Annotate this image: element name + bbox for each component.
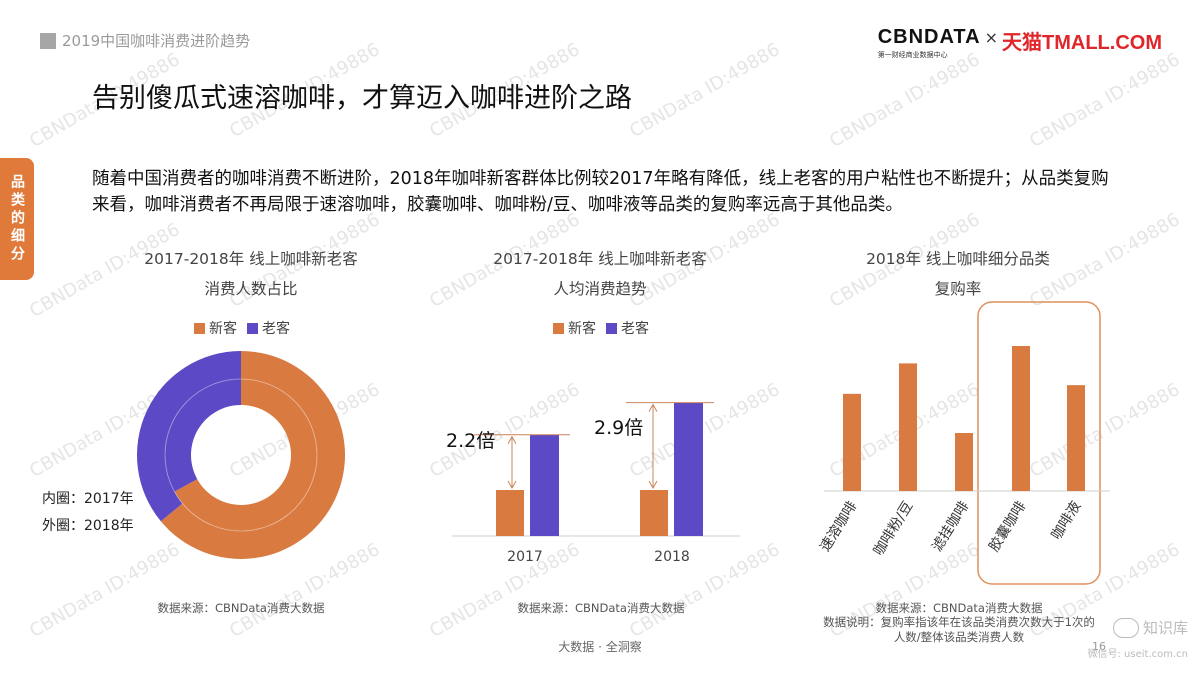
page-number: 16: [1092, 640, 1106, 653]
watermark-text: CBNData ID:49886: [626, 39, 784, 142]
inner-ring-label: 内圈：2017年: [42, 491, 134, 507]
chart1-title-line2: 消费人数占比: [204, 280, 298, 298]
spend-bar-chart: 2017 2.2倍 2018 2.9倍: [446, 402, 740, 565]
intro-paragraph: 随着中国消费者的咖啡消费不断进阶，2018年咖啡新客群体比例较2017年略有降低…: [92, 169, 1109, 215]
legend2-new-swatch: [553, 322, 564, 334]
highlight-box: [977, 301, 1101, 585]
x-tick-2018: 2018: [654, 549, 690, 565]
x-tick-滤挂咖啡: 滤挂咖啡: [929, 499, 972, 555]
chart3-note-line1: 数据说明：复购率指该年在该品类消费次数大于1次的: [823, 615, 1095, 629]
chart3-title: 2018年 线上咖啡细分品类 复购率: [818, 244, 1098, 304]
outer-ring-label: 外圈：2018年: [42, 518, 134, 534]
legend-old-label: 老客: [262, 321, 290, 337]
tmall-logo: 天猫TMALL.COM: [1002, 32, 1162, 54]
chart2-legend: 新客 老客: [553, 318, 659, 338]
annotation-arrow-down: [507, 480, 517, 490]
bar-滤挂咖啡: [955, 433, 973, 491]
bar-new-2018: [640, 490, 668, 536]
inner-ring-new-slice: [174, 379, 317, 531]
legend-item-new: 新客: [194, 318, 237, 338]
legend2-old-label: 老客: [621, 321, 649, 337]
report-header: 2019中国咖啡消费进阶趋势: [40, 30, 250, 51]
watermark-text: CBNData ID:49886: [826, 49, 984, 152]
side-tab[interactable]: 品类的细分: [0, 158, 34, 280]
legend-item-old: 老客: [247, 318, 290, 338]
legend2-new-label: 新客: [568, 321, 596, 337]
wechat-icon: [1112, 617, 1139, 638]
legend-new-swatch: [194, 322, 205, 334]
ring-divider: [164, 378, 318, 532]
legend-new-label: 新客: [209, 321, 237, 337]
chart3-title-line2: 复购率: [934, 280, 982, 298]
bar-咖啡粉/豆: [899, 363, 917, 491]
chart3-note-line2: 人数/整体该品类消费人数: [893, 630, 1025, 644]
annotation-arrow-up: [507, 435, 517, 445]
chart1-title: 2017-2018年 线上咖啡新老客 消费人数占比: [110, 244, 392, 304]
legend2-item-new: 新客: [553, 318, 596, 338]
legend-old-swatch: [247, 322, 258, 334]
chart1-source: 数据来源：CBNData消费大数据: [157, 601, 325, 615]
repurchase-bar-chart: 速溶咖啡 咖啡粉/豆 滤挂咖啡 胶囊咖啡 咖啡液: [817, 301, 1110, 585]
chart2-title: 2017-2018年 线上咖啡新老客 人均消费趋势: [460, 244, 740, 304]
cbndata-logo: CBNDATA 第一财经商业数据中心: [878, 26, 981, 60]
annotation-label: 2.9倍: [594, 417, 643, 439]
chart1-title-line1: 2017-2018年 线上咖啡新老客: [144, 250, 358, 268]
header-square-icon: [40, 32, 56, 49]
wechat-badge: 知识库: [1112, 617, 1188, 638]
bar-咖啡液: [1067, 385, 1085, 491]
chart2-source: 数据来源：CBNData消费大数据: [517, 601, 685, 615]
watermark-text: CBNData ID:49886: [1026, 49, 1184, 152]
page-title: 告别傻瓜式速溶咖啡，才算迈入咖啡进阶之路: [92, 83, 632, 114]
times-sign: ×: [984, 28, 999, 47]
inner-ring-old-slice: [165, 379, 241, 492]
chart1-legend: 新客 老客: [194, 318, 300, 338]
wechat-name: 知识库: [1142, 619, 1188, 637]
legend2-item-old: 老客: [606, 318, 649, 338]
brand-logos: CBNDATA 第一财经商业数据中心 × 天猫TMALL.COM: [878, 26, 1162, 60]
cbndata-name: CBNDATA: [877, 26, 981, 48]
x-tick-胶囊咖啡: 胶囊咖啡: [985, 498, 1029, 554]
chart3-note: 数据说明：复购率指该年在该品类消费次数大于1次的 人数/整体该品类消费人数: [800, 615, 1118, 645]
bar-速溶咖啡: [843, 393, 861, 491]
x-tick-咖啡粉/豆: 咖啡粉/豆: [871, 499, 917, 559]
report-title: 2019中国咖啡消费进阶趋势: [62, 32, 251, 50]
chart2-title-line2: 人均消费趋势: [553, 280, 647, 298]
bar-new-2017: [496, 490, 524, 536]
donut-chart: [136, 351, 345, 559]
legend2-old-swatch: [606, 322, 617, 334]
annotation-arrow-up: [648, 403, 658, 412]
chart3-source: 数据来源：CBNData消费大数据: [875, 601, 1043, 615]
annotation-arrow-down: [648, 480, 658, 490]
bar-old-2017: [530, 434, 559, 536]
x-tick-2017: 2017: [507, 549, 543, 565]
chart3-title-line1: 2018年 线上咖啡细分品类: [866, 250, 1050, 268]
side-tab-label: 品类的细分: [9, 174, 25, 264]
annotation-label: 2.2倍: [446, 430, 495, 452]
outer-ring-new-slice: [160, 351, 345, 559]
bar-old-2018: [674, 402, 703, 536]
outer-ring-old-slice: [136, 351, 241, 522]
cbndata-subtitle: 第一财经商业数据中心: [877, 51, 948, 59]
chart2-title-line1: 2017-2018年 线上咖啡新老客: [493, 250, 707, 268]
wechat-site: 微信号: useit.com.cn: [1087, 649, 1189, 660]
x-tick-咖啡液: 咖啡液: [1049, 499, 1085, 543]
x-tick-速溶咖啡: 速溶咖啡: [817, 499, 860, 555]
footer-tagline: 大数据 · 全洞察: [558, 640, 642, 654]
bar-胶囊咖啡: [1012, 346, 1030, 491]
